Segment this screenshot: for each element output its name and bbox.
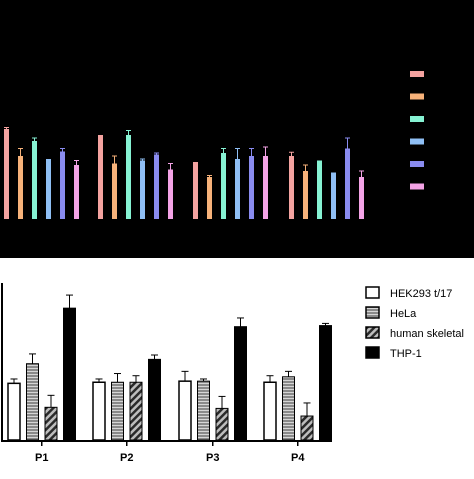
top-bar-s2-g4 bbox=[303, 171, 308, 219]
top-legend-swatch-6 bbox=[410, 183, 424, 190]
top-bars bbox=[4, 127, 364, 219]
bottom-bar-s2-P4 bbox=[282, 376, 295, 441]
top-panel bbox=[0, 0, 474, 258]
top-bar-s4-g1 bbox=[46, 159, 51, 219]
bottom-legend-label-2: HeLa bbox=[390, 308, 417, 320]
top-bar-s2-g1 bbox=[18, 156, 23, 219]
bottom-x-tick-labels: P1 P2 P3 P4 bbox=[35, 441, 305, 464]
bottom-x-tick-label-P3: P3 bbox=[206, 452, 219, 464]
bottom-bar-s4-P1 bbox=[63, 307, 76, 441]
bottom-bar-s1-P1 bbox=[7, 382, 21, 441]
top-bar-s4-g2 bbox=[140, 160, 145, 219]
top-legend bbox=[410, 71, 424, 190]
top-legend-swatch-5 bbox=[410, 161, 424, 167]
top-legend-swatch-2 bbox=[410, 93, 424, 100]
top-bar-s4-g4 bbox=[331, 172, 336, 219]
bottom-legend-label-4: THP-1 bbox=[390, 348, 422, 360]
bottom-bar-s2-P3 bbox=[197, 380, 210, 441]
top-bar-s4-g3 bbox=[235, 159, 240, 219]
top-bar-s6-g1 bbox=[74, 165, 79, 219]
bottom-bar-s3-P2 bbox=[129, 381, 143, 441]
top-legend-swatch-4 bbox=[410, 138, 424, 145]
top-bar-s3-g1 bbox=[32, 141, 37, 219]
top-bar-s1-g4 bbox=[289, 156, 294, 219]
top-bar-s1-g1 bbox=[4, 129, 9, 219]
bottom-bar-s3-P1 bbox=[44, 406, 58, 441]
bottom-bar-s3-P3 bbox=[215, 407, 229, 441]
bottom-x-tick-label-P1: P1 bbox=[35, 452, 48, 464]
bottom-bar-s4-P4 bbox=[319, 325, 332, 441]
bottom-bar-s1-P2 bbox=[92, 381, 106, 441]
bottom-bar-s3-P4 bbox=[300, 415, 314, 441]
top-bar-s2-g2 bbox=[112, 163, 117, 219]
top-legend-swatch-3 bbox=[410, 116, 424, 122]
top-bar-s6-g2 bbox=[168, 169, 173, 219]
top-bar-s5-g1 bbox=[60, 151, 65, 219]
top-bar-s3-g4 bbox=[317, 160, 322, 219]
bottom-x-tick-label-P2: P2 bbox=[120, 452, 133, 464]
top-bar-s3-g2 bbox=[126, 135, 131, 219]
top-bar-s6-g4 bbox=[359, 177, 364, 219]
bottom-legend-swatch-2 bbox=[365, 306, 380, 319]
bottom-legend-label-3: human skeletal bbox=[390, 328, 464, 340]
bottom-bar-s2-P2 bbox=[111, 381, 124, 441]
bottom-bar-s1-P3 bbox=[178, 380, 192, 441]
bottom-legend-swatch-3 bbox=[365, 326, 380, 339]
top-bar-s5-g3 bbox=[249, 156, 254, 219]
top-bar-s1-g2 bbox=[98, 135, 103, 219]
bottom-x-tick-label-P4: P4 bbox=[291, 452, 305, 464]
top-bar-s2-g3 bbox=[207, 177, 212, 219]
bottom-bar-s1-P4 bbox=[263, 381, 277, 441]
top-bar-s3-g3 bbox=[221, 153, 226, 219]
bottom-panel: P1 P2 P3 P4 HEK293 t/17 HeLa human skeletal TH… bbox=[1, 283, 464, 464]
bottom-legend: HEK293 t/17 HeLa human skeletal THP-1 bbox=[365, 286, 464, 360]
top-legend-swatch-1 bbox=[410, 71, 424, 77]
bottom-legend-swatch-4 bbox=[365, 346, 380, 359]
bottom-bar-s4-P2 bbox=[148, 358, 161, 441]
top-bar-s6-g3 bbox=[263, 156, 268, 219]
top-bar-s5-g4 bbox=[345, 148, 350, 219]
top-bar-s1-g3 bbox=[193, 162, 198, 219]
top-panel-background bbox=[0, 0, 474, 258]
bottom-bar-s2-P1 bbox=[26, 363, 39, 441]
bottom-legend-label-1: HEK293 t/17 bbox=[390, 288, 452, 300]
bottom-bar-s4-P3 bbox=[234, 326, 247, 441]
bottom-legend-swatch-1 bbox=[365, 286, 380, 299]
bottom-bars bbox=[7, 294, 332, 441]
top-bar-s5-g2 bbox=[154, 154, 159, 219]
